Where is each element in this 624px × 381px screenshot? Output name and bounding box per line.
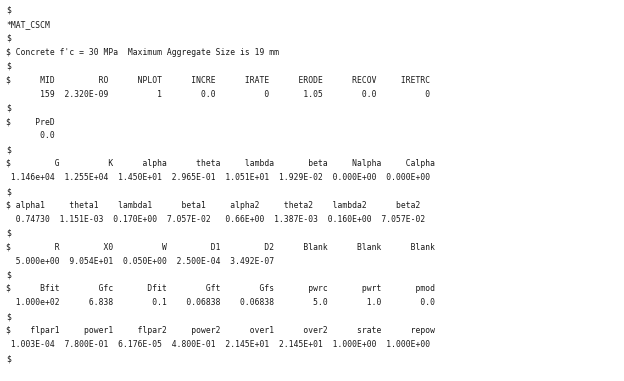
- Text: $: $: [6, 271, 11, 280]
- Text: 0.0: 0.0: [6, 131, 55, 140]
- Text: $: $: [6, 6, 11, 15]
- Text: $: $: [6, 229, 11, 238]
- Text: $ Concrete f'c = 30 MPa  Maximum Aggregate Size is 19 mm: $ Concrete f'c = 30 MPa Maximum Aggregat…: [6, 48, 279, 57]
- Text: $: $: [6, 187, 11, 196]
- Text: $: $: [6, 145, 11, 154]
- Text: 1.146e+04  1.255E+04  1.450E+01  2.965E-01  1.051E+01  1.929E-02  0.000E+00  0.0: 1.146e+04 1.255E+04 1.450E+01 2.965E-01 …: [6, 173, 430, 182]
- Text: $         G          K      alpha      theta     lambda       beta     Nalpha   : $ G K alpha theta lambda beta Nalpha: [6, 159, 435, 168]
- Text: 1.000e+02      6.838        0.1    0.06838    0.06838        5.0        1.0     : 1.000e+02 6.838 0.1 0.06838 0.06838 5.0 …: [6, 298, 435, 307]
- Text: $      MID         RO      NPLOT      INCRE      IRATE      ERODE      RECOV    : $ MID RO NPLOT INCRE IRATE ERODE RECOV: [6, 75, 430, 85]
- Text: *MAT_CSCM: *MAT_CSCM: [6, 20, 50, 29]
- Text: $: $: [6, 354, 11, 363]
- Text: $     PreD: $ PreD: [6, 117, 55, 126]
- Text: 159  2.320E-09          1        0.0          0       1.05        0.0          0: 159 2.320E-09 1 0.0 0 1.05 0.0 0: [6, 90, 430, 99]
- Text: $         R         X0          W         D1         D2      Blank      Blank   : $ R X0 W D1 D2 Blank Blank: [6, 243, 435, 252]
- Text: $    flpar1     power1     flpar2     power2      over1      over2      srate   : $ flpar1 power1 flpar2 power2 over1 over…: [6, 326, 435, 335]
- Text: 1.003E-04  7.800E-01  6.176E-05  4.800E-01  2.145E+01  2.145E+01  1.000E+00  1.0: 1.003E-04 7.800E-01 6.176E-05 4.800E-01 …: [6, 340, 430, 349]
- Text: $: $: [6, 104, 11, 112]
- Text: $      Bfit        Gfc       Dfit        Gft        Gfs       pwrc       pwrt   : $ Bfit Gfc Dfit Gft Gfs pwrc pwrt: [6, 285, 435, 293]
- Text: $: $: [6, 312, 11, 321]
- Text: $ alpha1     theta1    lambda1      beta1     alpha2     theta2    lambda2      : $ alpha1 theta1 lambda1 beta1 alpha2 the…: [6, 201, 421, 210]
- Text: $: $: [6, 62, 11, 71]
- Text: 0.74730  1.151E-03  0.170E+00  7.057E-02   0.66E+00  1.387E-03  0.160E+00  7.057: 0.74730 1.151E-03 0.170E+00 7.057E-02 0.…: [6, 215, 425, 224]
- Text: 5.000e+00  9.054E+01  0.050E+00  2.500E-04  3.492E-07: 5.000e+00 9.054E+01 0.050E+00 2.500E-04 …: [6, 257, 274, 266]
- Text: $: $: [6, 34, 11, 43]
